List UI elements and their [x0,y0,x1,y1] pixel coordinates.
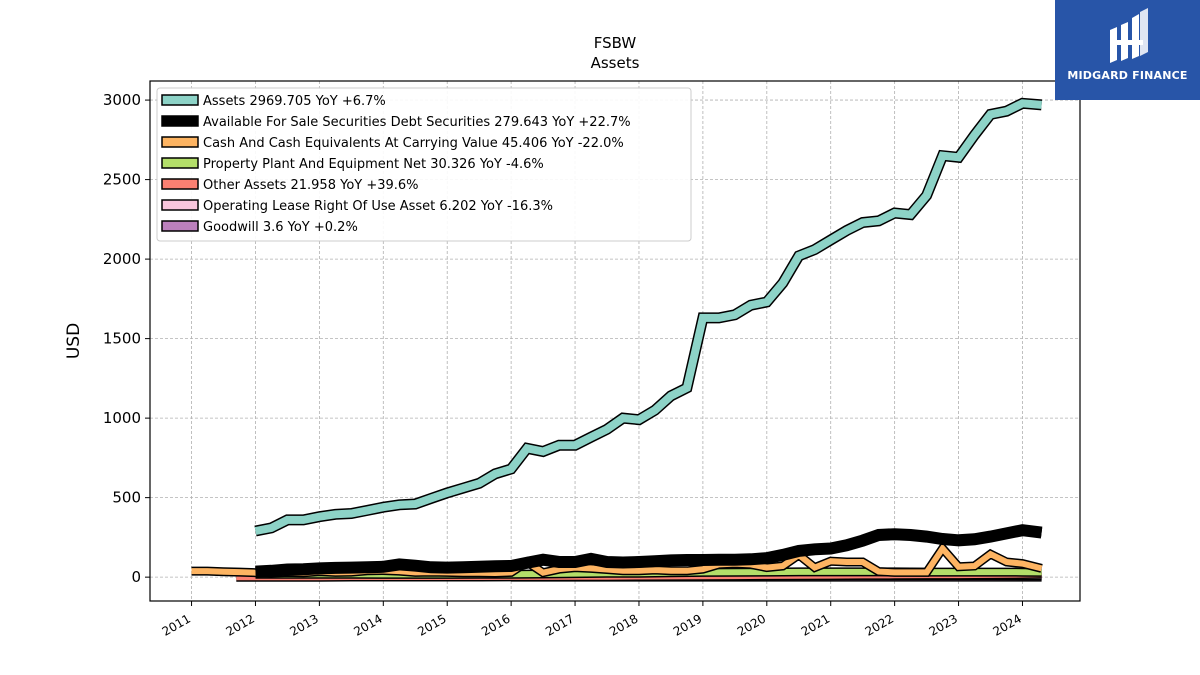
chart-subtitle: Assets [591,54,640,72]
legend-label: Goodwill 3.6 YoY +0.2% [203,220,358,235]
legend-swatch [161,220,199,232]
logo-text: MIDGARD FINANCE [1067,69,1188,82]
series-line [255,525,1043,577]
legend-swatch [161,199,199,211]
legend: Assets 2969.705 YoY +6.7% Available For S… [156,87,692,242]
series-line [254,99,1042,535]
legend-label: Assets 2969.705 YoY +6.7% [203,94,386,109]
y-tick-label: 3000 [103,91,141,109]
legend-label: Other Assets 21.958 YoY +39.6% [203,178,419,193]
logo-mark-icon [1110,8,1148,63]
plot-frame [149,80,1081,602]
y-tick-label: 2500 [103,171,141,189]
legend-label: Property Plant And Equipment Net 30.326 … [203,157,544,172]
y-tick-label: 1500 [103,330,141,348]
series-group [191,97,1043,582]
legend-box [156,87,692,242]
chart-title: FSBW [594,34,637,52]
brand-logo: MIDGARD FINANCE [1055,0,1200,100]
legend-label: Available For Sale Securities Debt Secur… [203,115,631,130]
legend-label: Operating Lease Right Of Use Asset 6.202… [203,199,553,214]
y-axis-label: USD [64,323,84,359]
legend-swatch [161,94,199,106]
y-tick-label: 500 [112,489,141,507]
y-tick-label: 2000 [103,250,141,268]
legend-swatch [161,136,199,148]
legend-swatch [161,178,199,190]
legend-swatch [161,157,199,169]
y-tick-label: 1000 [103,409,141,427]
y-tick-label: 0 [131,568,141,586]
legend-label: Cash And Cash Equivalents At Carrying Va… [203,136,624,151]
legend-swatch [161,115,199,127]
